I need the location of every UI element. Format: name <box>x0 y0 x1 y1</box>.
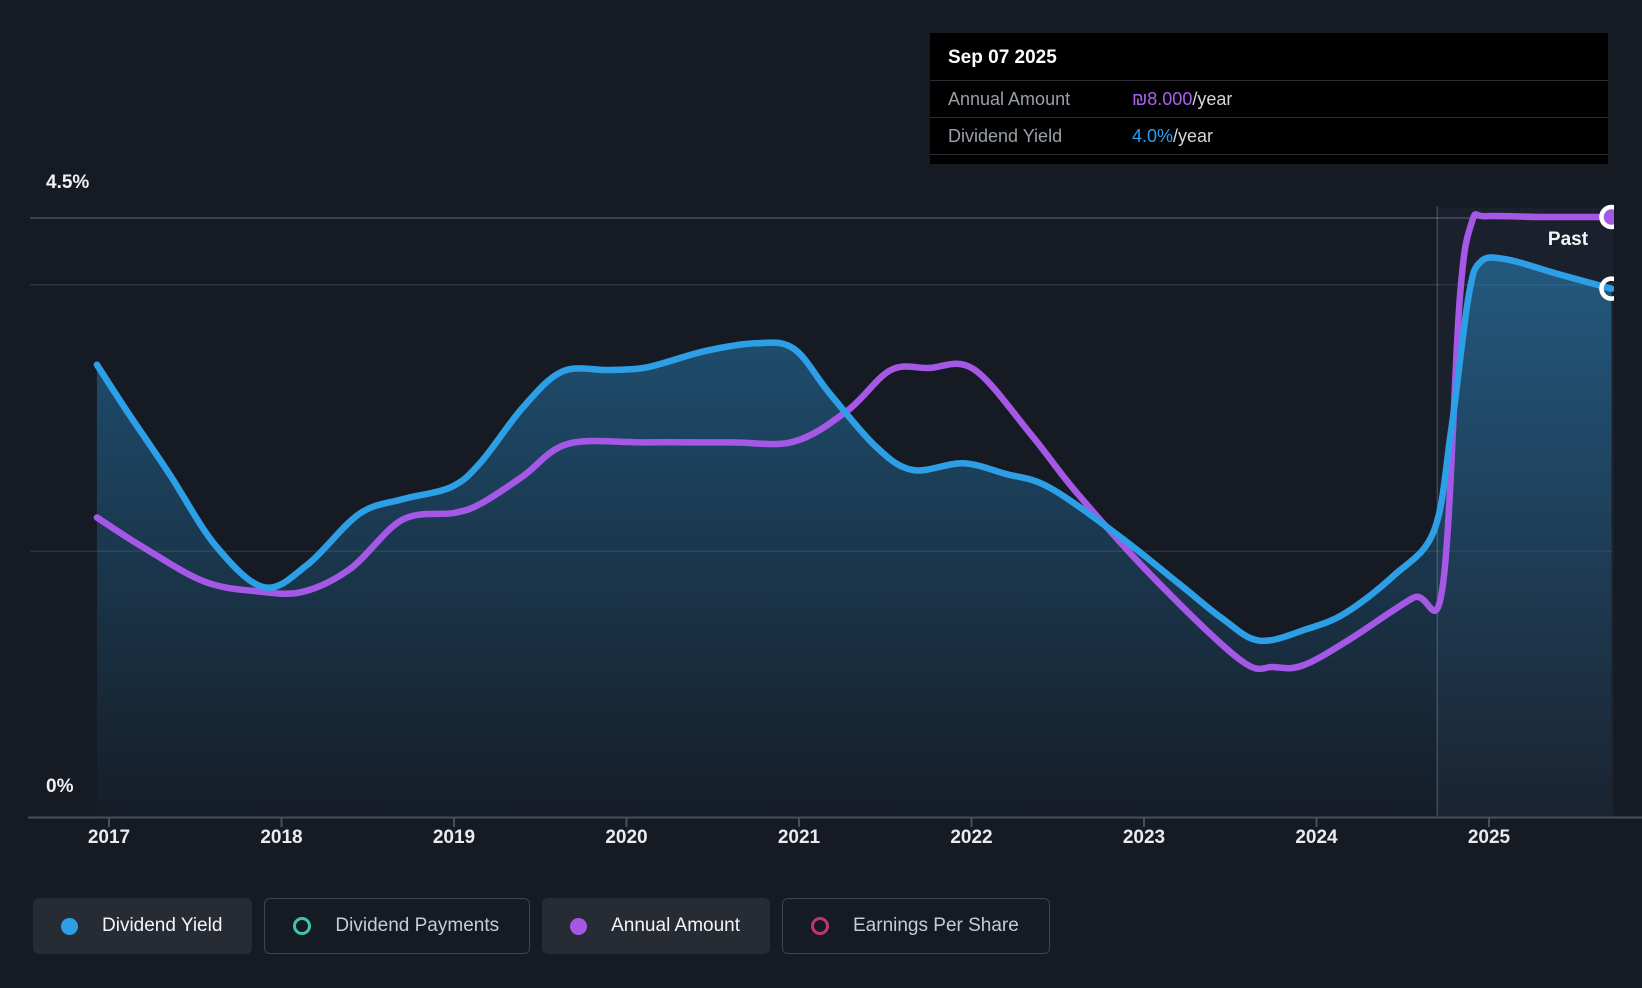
x-axis-ticks <box>108 818 1490 827</box>
dividend-yield-line <box>93 254 1614 645</box>
dividend-yield-end-marker <box>1599 276 1614 301</box>
chart-tooltip: Sep 07 2025 Annual Amount ₪8.000 /year D… <box>930 33 1608 164</box>
x-axis-label-2023: 2023 <box>1122 827 1166 848</box>
x-axis-label-2019: 2019 <box>432 827 476 848</box>
x-axis-label-2017: 2017 <box>87 827 131 848</box>
legend-label: Annual Amount <box>611 915 740 936</box>
tooltip-label: Annual Amount <box>948 88 1071 109</box>
y-axis-label-top: 4.5% <box>46 172 90 193</box>
x-axis-label-2022: 2022 <box>950 827 993 848</box>
chart-legend: Dividend Yield Dividend Payments Annual … <box>33 898 1050 954</box>
dividend-yield-area <box>96 257 1612 818</box>
x-axis-label-2018: 2018 <box>260 827 303 848</box>
yield-area-fill <box>96 257 1612 818</box>
legend-label: Earnings Per Share <box>853 915 1019 936</box>
legend-dot-icon <box>570 917 588 935</box>
legend-button-dividend-yield[interactable]: Dividend Yield <box>33 898 253 954</box>
series-end-markers <box>1599 204 1614 301</box>
x-axis-label-2020: 2020 <box>605 827 648 848</box>
tooltip-date: Sep 07 2025 <box>930 33 1608 81</box>
legend-button-dividend-payments[interactable]: Dividend Payments <box>264 898 531 954</box>
legend-dot-icon <box>61 917 78 935</box>
tooltip-value: 4.0% <box>1132 125 1174 146</box>
x-axis-label-2021: 2021 <box>777 827 821 848</box>
tooltip-suffix: /year <box>1173 125 1214 146</box>
x-axis-label-2025: 2025 <box>1467 827 1511 848</box>
past-annotation: Past <box>1547 229 1589 250</box>
legend-label: Dividend Payments <box>335 915 500 936</box>
tooltip-value: ₪8.000 <box>1132 88 1193 109</box>
tooltip-label: Dividend Yield <box>948 125 1063 146</box>
tooltip-row-annual-amount: Annual Amount ₪8.000 /year <box>930 81 1608 118</box>
tooltip-suffix: /year <box>1192 88 1233 109</box>
annual-amount-line <box>93 211 1614 673</box>
legend-label: Dividend Yield <box>102 915 223 936</box>
legend-ring-icon <box>811 917 829 935</box>
legend-ring-icon <box>293 917 312 935</box>
y-axis-label-bottom: 0% <box>46 776 74 797</box>
legend-button-earnings-per-share[interactable]: Earnings Per Share <box>782 898 1050 954</box>
annual-amount-end-marker <box>1599 204 1614 230</box>
tooltip-row-dividend-yield: Dividend Yield 4.0% /year <box>930 118 1608 155</box>
series-lines <box>93 211 1614 673</box>
x-axis-label-2024: 2024 <box>1295 827 1338 848</box>
legend-button-annual-amount[interactable]: Annual Amount <box>542 898 770 954</box>
